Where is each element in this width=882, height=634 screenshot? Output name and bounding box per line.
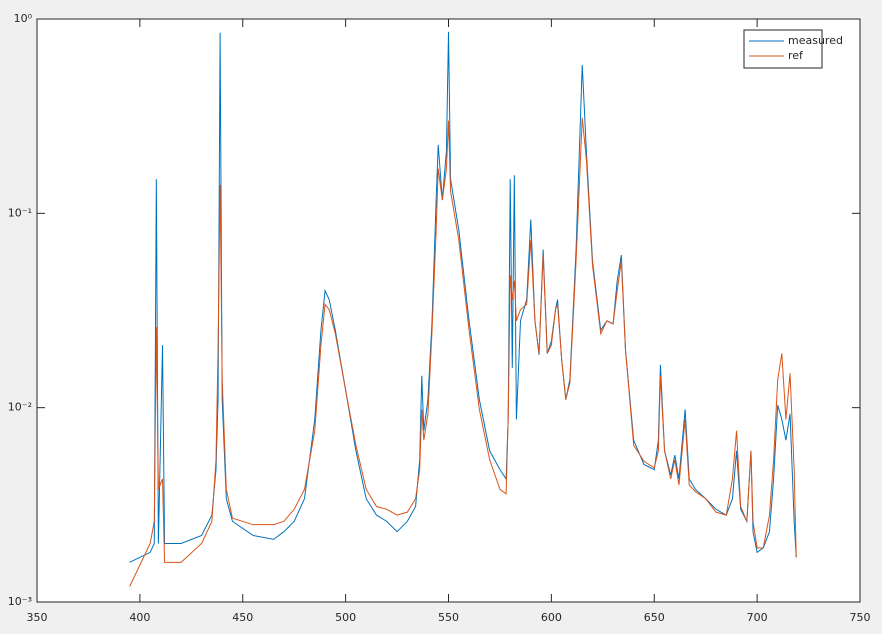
x-tick-label: 350 [27, 611, 48, 624]
x-tick-label: 550 [438, 611, 459, 624]
y-tick-label: 10⁻¹ [8, 206, 32, 219]
x-tick-label: 500 [335, 611, 356, 624]
legend-label: ref [788, 49, 804, 62]
y-tick-label: 10⁻² [8, 401, 32, 414]
x-tick-label: 750 [850, 611, 871, 624]
legend-box [743, 29, 823, 69]
axes-background [37, 19, 860, 602]
y-tick-label: 10⁰ [14, 12, 33, 25]
data-line [129, 117, 797, 587]
legend: measured ref [743, 29, 843, 69]
y-tick-label: 10⁻³ [8, 595, 32, 608]
x-tick-label: 400 [129, 611, 150, 624]
x-tick-label: 600 [541, 611, 562, 624]
x-tick-label: 450 [232, 611, 253, 624]
x-tick-label: 700 [747, 611, 768, 624]
x-tick-label: 650 [644, 611, 665, 624]
legend-label: measured [788, 34, 843, 47]
axes-box [36, 18, 861, 603]
